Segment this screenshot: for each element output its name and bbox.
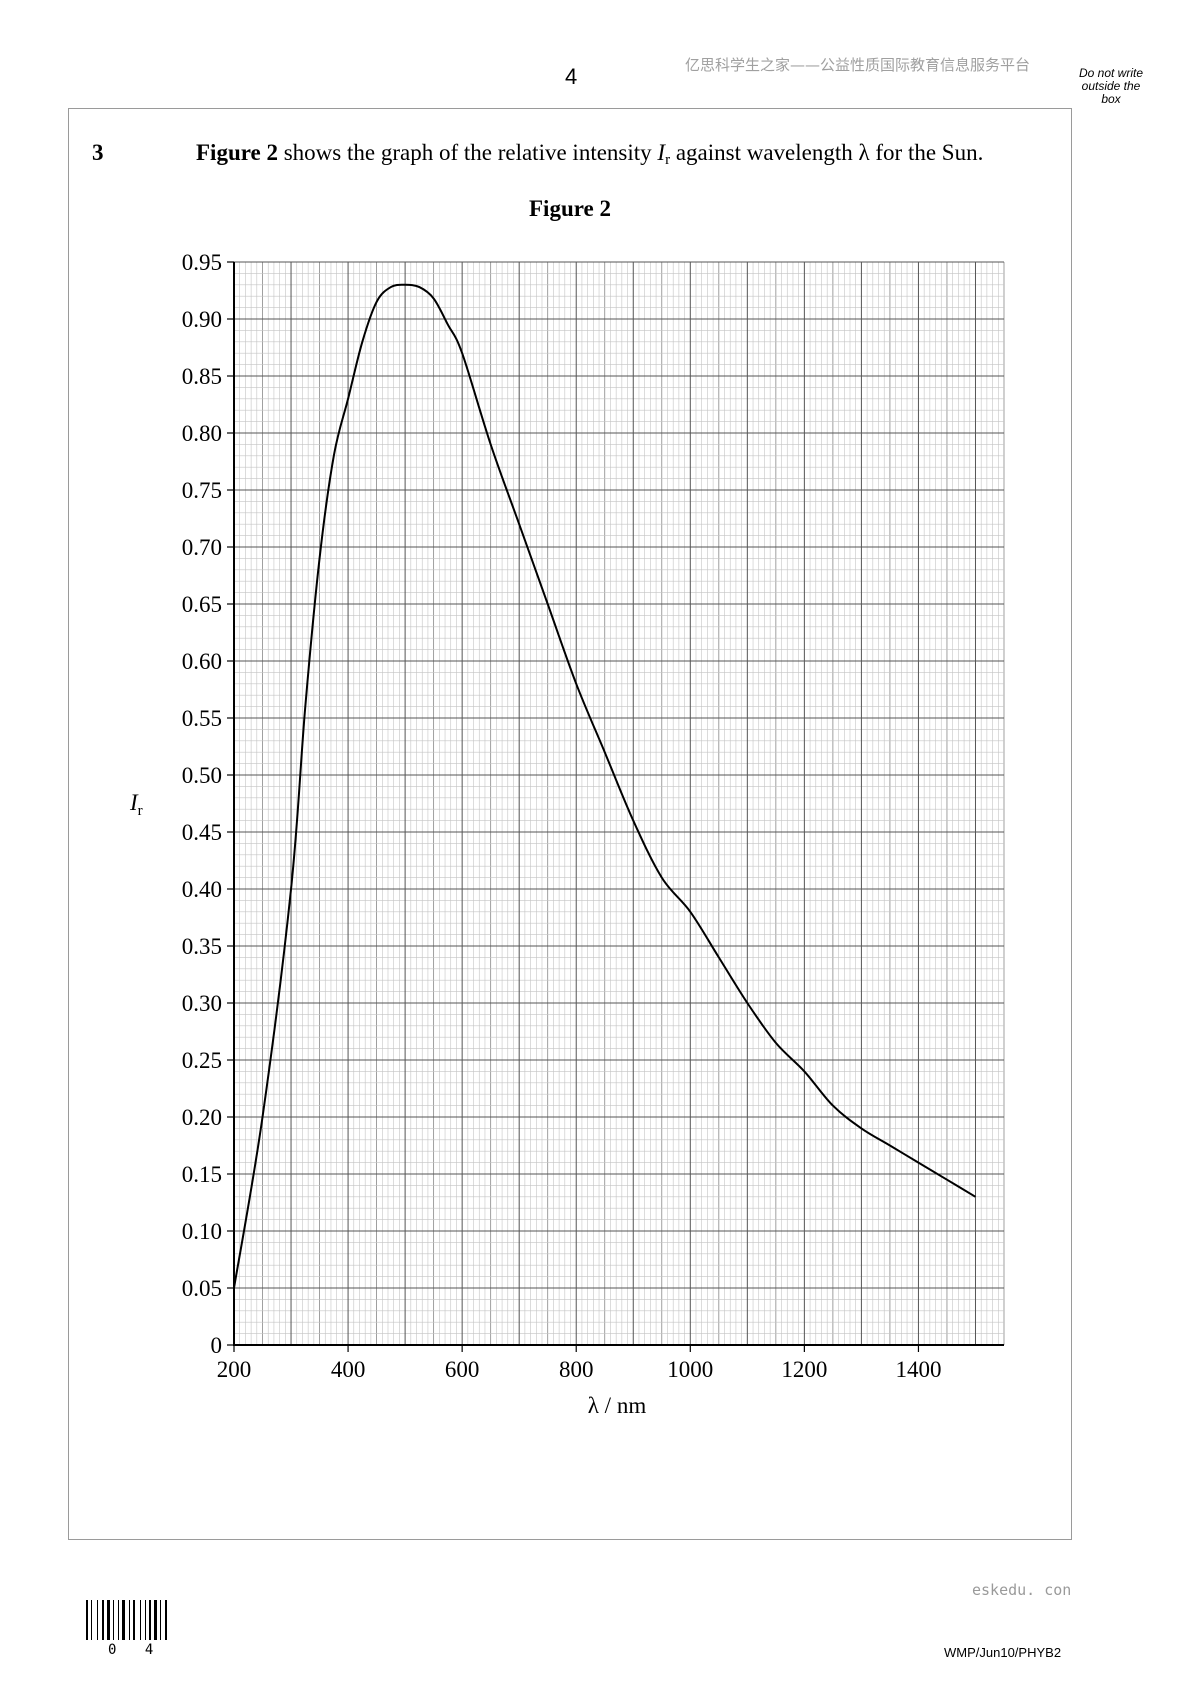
x-tick-label: 800 [559, 1357, 594, 1382]
y-tick-label: 0.75 [182, 478, 222, 503]
barcode-bar [140, 1600, 141, 1640]
y-axis-subscript: r [138, 803, 143, 819]
y-tick-label: 0 [211, 1333, 223, 1358]
barcode-bar [145, 1600, 146, 1640]
x-tick-label: 600 [445, 1357, 480, 1382]
intensity-symbol: I [657, 140, 666, 165]
y-tick-label: 0.55 [182, 706, 222, 731]
y-tick-label: 0.85 [182, 364, 222, 389]
barcode-bar [107, 1600, 110, 1640]
barcode-bar [122, 1600, 125, 1640]
barcode-bar [160, 1600, 161, 1640]
y-tick-label: 0.10 [182, 1219, 222, 1244]
y-tick-label: 0.20 [182, 1105, 222, 1130]
barcode-bar [113, 1600, 114, 1640]
x-tick-label: 200 [217, 1357, 252, 1382]
y-tick-label: 0.15 [182, 1162, 222, 1187]
margin-note-line-3: box [1101, 92, 1121, 106]
question-text-part-1: shows the graph of the relative intensit… [277, 140, 658, 165]
margin-note: Do not write outside the box [1068, 67, 1154, 106]
y-tick-label: 0.60 [182, 649, 222, 674]
y-axis-symbol: I [129, 790, 139, 815]
intensity-wavelength-chart: 0 0.05 0.10 0.15 0.20 0.25 0.30 0.35 0.40 0.45 0.5… [129, 250, 1005, 1418]
page-number: 4 [565, 64, 578, 89]
y-tick-label: 0.45 [182, 820, 222, 845]
barcode-digits: 0 4 [108, 1642, 164, 1658]
intensity-curve [233, 283, 976, 1289]
grid-major [233, 261, 1004, 1346]
barcode-bar [133, 1600, 135, 1640]
x-tick-labels: 200 400 600 800 1000 1200 1400 [217, 1345, 941, 1382]
y-tick-label: 0.05 [182, 1276, 222, 1301]
question-text-part-2: against wavelength λ for the Sun. [670, 140, 984, 165]
y-tick-label: 0.40 [182, 877, 222, 902]
barcode-bar [165, 1600, 167, 1640]
x-tick-label: 1400 [895, 1357, 941, 1382]
barcode-bar [86, 1600, 88, 1640]
barcode-bar [97, 1600, 98, 1640]
y-tick-label: 0.95 [182, 250, 222, 275]
y-tick-label: 0.25 [182, 1048, 222, 1073]
barcode-bar [102, 1600, 104, 1640]
series-group [233, 283, 976, 1289]
footer-code: WMP/Jun10/PHYB2 [944, 1645, 1062, 1660]
y-tick-label: 0.70 [182, 535, 222, 560]
barcode [86, 1600, 167, 1640]
figure-reference: Figure 2 [196, 140, 278, 165]
y-tick-label: 0.80 [182, 421, 222, 446]
watermark-text: 亿思科学生之家——公益性质国际教育信息服务平台 [685, 56, 1031, 74]
footer-site: eskedu. con [972, 1581, 1072, 1599]
y-tick-label: 0.65 [182, 592, 222, 617]
intensity-subscript: r [665, 152, 671, 168]
y-tick-label: 0.35 [182, 934, 222, 959]
axes [233, 262, 1004, 1346]
x-tick-label: 400 [331, 1357, 366, 1382]
figure-caption: Figure 2 [529, 196, 611, 221]
y-tick-label: 0.90 [182, 307, 222, 332]
y-tick-label: 0.30 [182, 991, 222, 1016]
margin-note-line-1: Do not write [1078, 66, 1144, 80]
barcode-bar [129, 1600, 130, 1640]
x-tick-label: 1000 [667, 1357, 713, 1382]
question-number: 3 [92, 140, 104, 165]
question-text: Figure 2 shows the graph of the relative… [196, 140, 983, 169]
answer-box-frame [68, 108, 1072, 1540]
y-tick-labels: 0 0.05 0.10 0.15 0.20 0.25 0.30 0.35 0.40 0.45 0.5… [182, 250, 234, 1358]
x-axis-label: λ / nm [588, 1393, 647, 1418]
barcode-bar [149, 1600, 151, 1640]
y-axis-label: Ir [129, 790, 143, 819]
y-tick-label: 0.50 [182, 763, 222, 788]
barcode-bar [91, 1600, 92, 1640]
barcode-bar [154, 1600, 157, 1640]
margin-note-line-2: outside the [1081, 79, 1141, 93]
barcode-bar [118, 1600, 119, 1640]
x-tick-label: 1200 [781, 1357, 827, 1382]
grid-minor [234, 262, 1005, 1345]
